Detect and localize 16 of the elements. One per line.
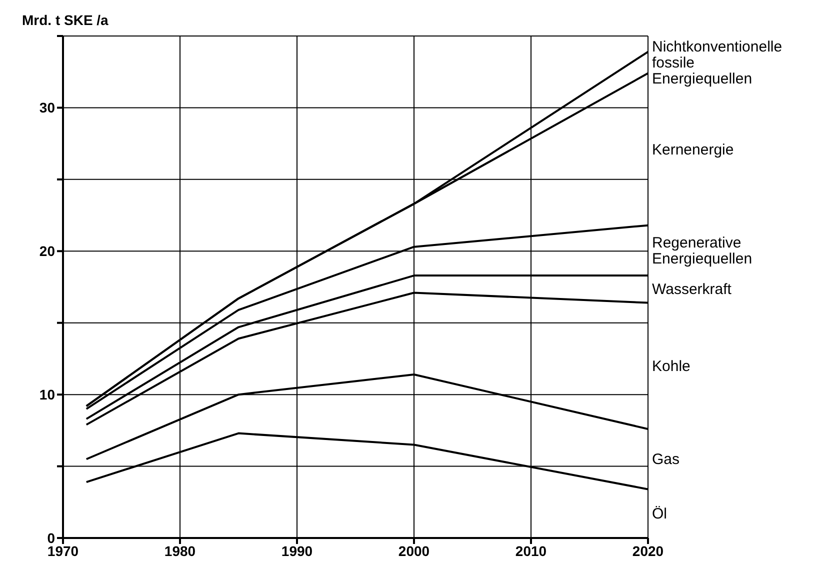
y-tick-label: 30 <box>39 100 56 116</box>
series-label: Nichtkonventionelle fossile Energiequellen <box>652 38 782 88</box>
series-label: Öl <box>652 506 667 523</box>
text: Kernenergie <box>652 141 734 158</box>
series-label: Gas <box>652 451 680 468</box>
x-tick-label: 2010 <box>515 542 547 559</box>
y-tick-label: 20 <box>39 243 56 260</box>
x-tick-label: 2020 <box>632 542 664 559</box>
y-tick-label: 10 <box>39 386 56 403</box>
y-axis-title: Mrd. t SKE /a <box>22 12 108 28</box>
series-label: Regenerative Energiequellen <box>652 234 752 268</box>
x-tick-label: 1990 <box>281 542 313 559</box>
x-tick-label: 2000 <box>398 542 430 559</box>
series-label: Wasserkraft <box>652 281 732 298</box>
text: Kohle <box>652 358 690 375</box>
x-tick-label: 1980 <box>164 542 196 559</box>
